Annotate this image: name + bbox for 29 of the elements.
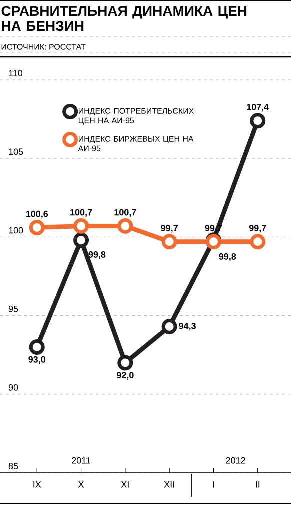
y-tick-label: 105	[9, 148, 24, 156]
y-tick-label: 90	[8, 384, 18, 391]
data-label: 92,0	[116, 372, 134, 380]
x-tick-label: II	[256, 482, 260, 488]
chart-title: СРАВНИТЕЛЬНАЯ ДИНАМИКА ЦЕН НА БЕНЗИН	[2, 6, 247, 32]
x-tick-label: XII	[164, 482, 174, 488]
data-label: 99,8	[88, 252, 106, 260]
legend-label: ИНДЕКС БИРЖЕВЫХ ЦЕН НА АИ-95	[78, 136, 194, 152]
data-label: 99,7	[249, 225, 266, 233]
y-tick-label: 95	[8, 306, 18, 312]
data-label: 93,0	[28, 356, 46, 364]
data-label: 94,3	[179, 322, 196, 331]
data-label: 99,8	[219, 254, 236, 262]
x-tick-label: I	[213, 482, 214, 488]
data-label: 100,6	[26, 210, 48, 219]
x-tick-label: X	[78, 482, 84, 488]
y-tick-label: 85	[8, 463, 18, 470]
x-tick-label: IX	[34, 482, 42, 488]
data-label: 100,7	[70, 209, 92, 218]
data-label: 99,7	[161, 225, 178, 233]
annotation: 2012	[226, 457, 246, 464]
text: ИСТОЧНИК: РОССТАТ	[2, 44, 86, 50]
data-label: 107,4	[247, 104, 270, 112]
legend-label: ИНДЕКС ПОТРЕБИТЕЛЬСКИХ ЦЕН НА АИ-95	[78, 108, 194, 125]
x-tick-label: XI	[121, 482, 129, 488]
annotation: 2011	[72, 457, 91, 464]
y-tick-label: 100	[9, 227, 24, 234]
y-tick-label: 110	[9, 70, 23, 76]
data-label: 100,7	[114, 209, 136, 218]
